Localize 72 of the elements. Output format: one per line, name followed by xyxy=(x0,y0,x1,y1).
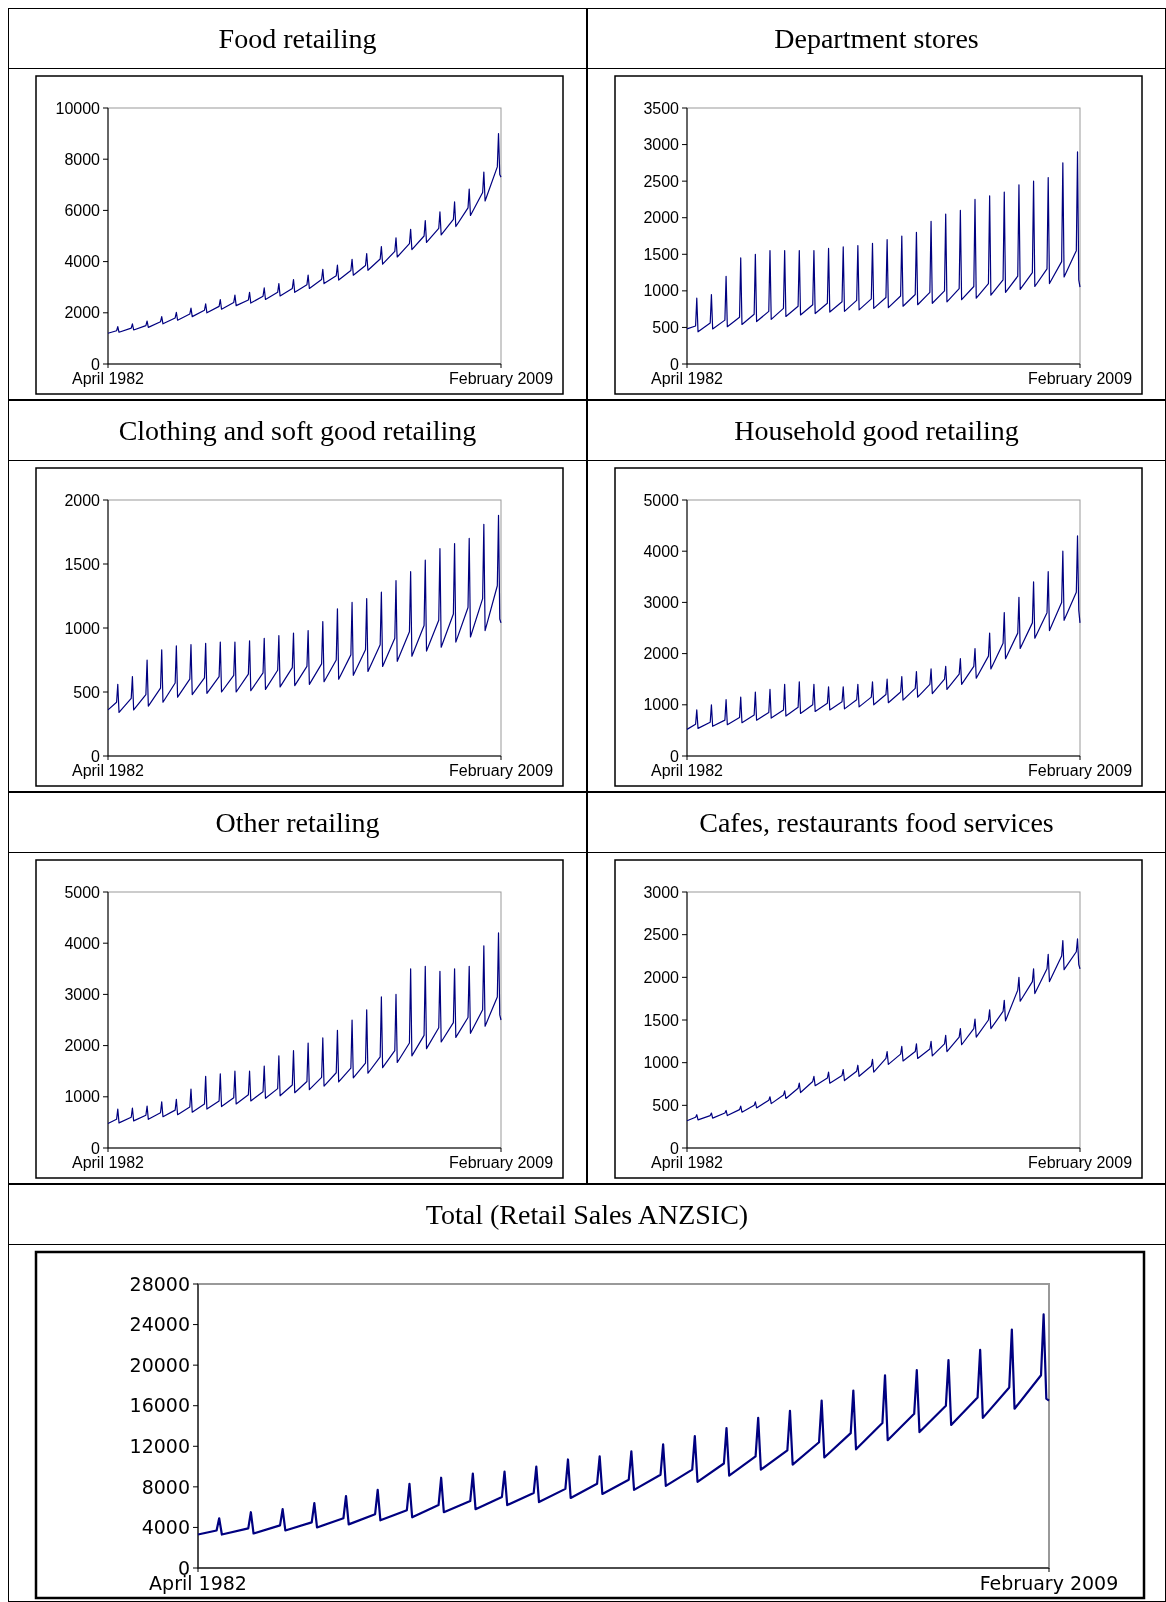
x-tick-label: April 1982 xyxy=(650,370,724,387)
chart-title: Total (Retail Sales ANZSIC) xyxy=(425,1199,749,1230)
y-tick-label: 1000 xyxy=(643,1054,680,1072)
x-tick-label: February 2009 xyxy=(448,370,554,387)
x-tick-label: February 2009 xyxy=(979,1572,1119,1594)
y-tick-label: 4000 xyxy=(64,934,101,952)
chart-title: Clothing and soft good retailing xyxy=(118,415,477,446)
y-tick-label: 2000 xyxy=(643,968,680,986)
x-tick-label: February 2009 xyxy=(1027,762,1133,779)
y-tick-label: 2000 xyxy=(64,491,101,509)
y-tick-label: 500 xyxy=(73,683,101,701)
y-tick-label: 20000 xyxy=(129,1353,190,1376)
y-tick-label: 1500 xyxy=(64,555,101,573)
y-tick-label: 12000 xyxy=(129,1434,190,1457)
chart-title: Department stores xyxy=(774,23,979,54)
y-tick-label: 2500 xyxy=(643,926,680,944)
line-series xyxy=(686,151,1081,333)
y-tick-label: 6000 xyxy=(64,202,101,219)
y-tick-label: 500 xyxy=(652,1096,680,1114)
line-series xyxy=(196,1313,1051,1536)
y-tick-label: 0 xyxy=(670,747,680,765)
chart-title: Other retailing xyxy=(215,807,380,838)
x-tick-label: February 2009 xyxy=(1027,370,1133,387)
y-tick-label: 5000 xyxy=(643,491,680,509)
y-tick-label: 2000 xyxy=(643,209,680,227)
line-series xyxy=(107,932,502,1125)
y-tick-label: 3000 xyxy=(643,883,680,901)
y-tick-label: 500 xyxy=(652,319,680,337)
y-tick-label: 1500 xyxy=(643,245,680,263)
x-tick-label: April 1982 xyxy=(650,762,724,779)
y-tick-label: 8000 xyxy=(141,1475,190,1498)
y-tick-label: 2000 xyxy=(64,1037,101,1055)
y-tick-label: 1000 xyxy=(64,1088,101,1106)
y-tick-label: 0 xyxy=(91,747,101,765)
y-tick-label: 4000 xyxy=(64,253,101,271)
y-tick-label: 16000 xyxy=(129,1394,190,1417)
y-tick-label: 24000 xyxy=(129,1313,190,1336)
x-tick-label: February 2009 xyxy=(448,762,554,779)
y-tick-label: 0 xyxy=(670,355,680,373)
line-series xyxy=(107,133,502,334)
x-tick-label: February 2009 xyxy=(448,1154,554,1171)
y-tick-label: 4000 xyxy=(643,542,680,560)
y-tick-label: 1500 xyxy=(643,1011,680,1029)
x-tick-label: February 2009 xyxy=(1027,1154,1133,1171)
y-tick-label: 3000 xyxy=(643,136,680,154)
y-tick-label: 5000 xyxy=(64,883,101,901)
y-tick-label: 0 xyxy=(91,1139,101,1157)
x-tick-label: April 1982 xyxy=(71,1154,145,1171)
x-tick-label: April 1982 xyxy=(71,762,145,779)
y-tick-label: 8000 xyxy=(64,150,101,168)
y-tick-label: 10000 xyxy=(55,99,101,117)
x-tick-label: April 1982 xyxy=(71,370,145,387)
line-series xyxy=(107,514,502,714)
y-tick-label: 0 xyxy=(670,1139,680,1157)
y-tick-label: 3000 xyxy=(64,986,101,1003)
y-tick-label: 2500 xyxy=(643,172,680,190)
y-tick-label: 28000 xyxy=(129,1272,190,1295)
x-tick-label: April 1982 xyxy=(650,1154,724,1171)
y-tick-label: 0 xyxy=(91,355,101,373)
y-tick-label: 1000 xyxy=(643,696,680,714)
y-tick-label: 1000 xyxy=(643,282,680,300)
y-tick-label: 1000 xyxy=(64,619,101,637)
line-series xyxy=(686,535,1081,730)
y-tick-label: 3500 xyxy=(643,99,680,117)
y-tick-label: 2000 xyxy=(64,304,101,322)
y-tick-label: 2000 xyxy=(643,645,680,663)
chart-title: Household good retailing xyxy=(734,415,1019,446)
line-series xyxy=(686,938,1081,1122)
y-tick-label: 3000 xyxy=(643,594,680,611)
chart-title: Cafes, restaurants food services xyxy=(699,807,1054,838)
chart-title: Food retailing xyxy=(218,23,377,54)
y-tick-label: 4000 xyxy=(141,1516,190,1539)
